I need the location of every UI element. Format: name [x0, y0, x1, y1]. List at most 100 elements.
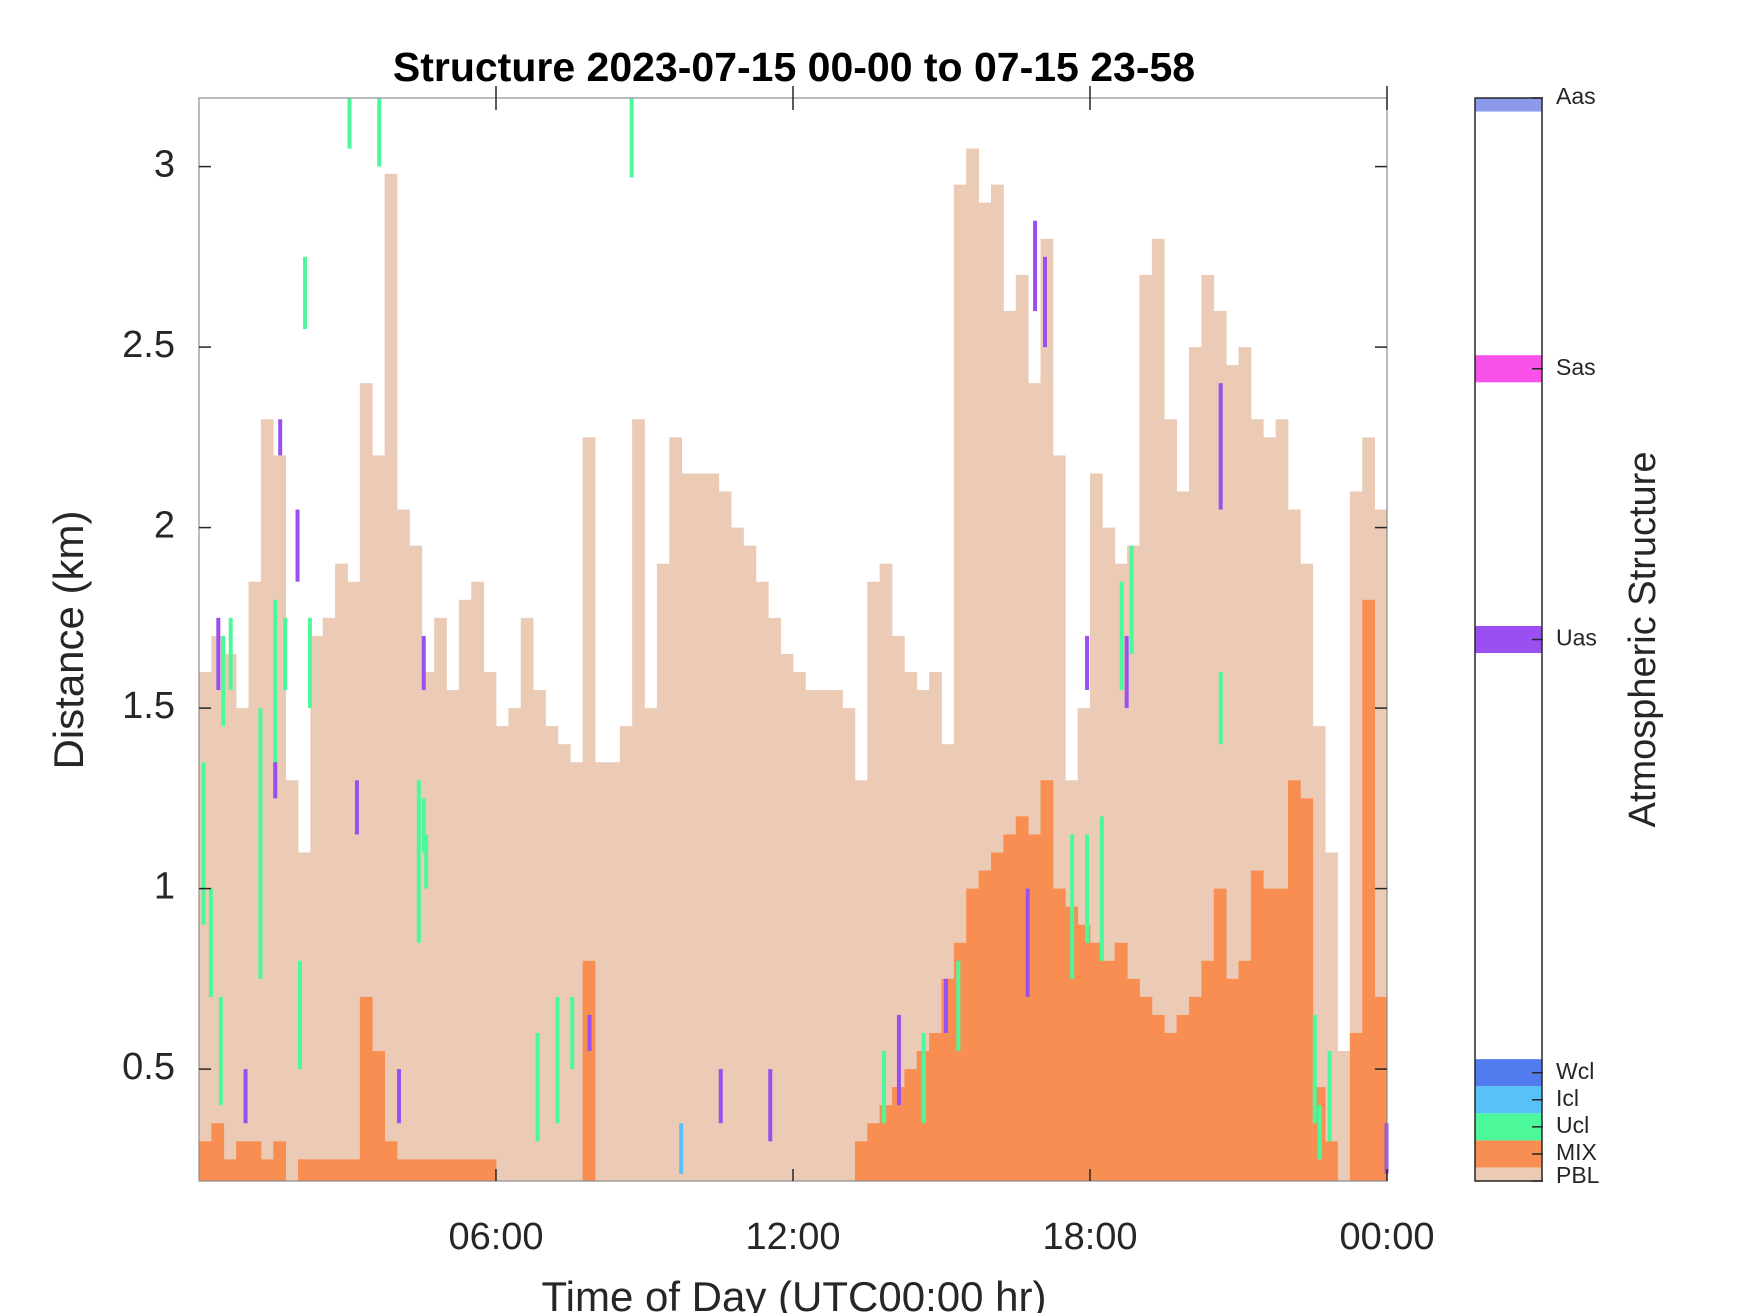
structure-segment	[587, 1014, 592, 1052]
layer-column	[483, 671, 497, 1181]
y-tick-label: 0.5	[122, 1046, 175, 1088]
structure-segment	[679, 1123, 684, 1174]
layer-column	[1139, 996, 1153, 1181]
layer-column	[236, 1141, 249, 1181]
structure-segment	[956, 960, 961, 1052]
layer-column	[211, 1123, 225, 1181]
layer-column	[1189, 996, 1202, 1181]
layer-column	[236, 708, 249, 1181]
layer-column	[421, 671, 435, 1181]
layer-column	[248, 1141, 262, 1181]
structure-segment	[768, 1069, 773, 1142]
layer-column	[1300, 798, 1314, 1181]
layer-column	[743, 545, 757, 1181]
structure-segment	[1085, 834, 1090, 943]
structure-segment	[1042, 256, 1047, 348]
layer-column	[1028, 834, 1041, 1181]
layer-column	[483, 1159, 497, 1181]
layer-column	[706, 473, 720, 1181]
structure-segment	[298, 960, 302, 1070]
layer-column	[199, 1141, 212, 1181]
structure-segment	[416, 780, 421, 943]
structure-segment	[347, 98, 352, 149]
y-tick-label: 3	[154, 144, 175, 186]
structure-segment	[1070, 834, 1075, 979]
layer-column	[1226, 978, 1239, 1181]
structure-segment	[629, 98, 634, 178]
layer-column	[1362, 599, 1376, 1181]
layer-column	[409, 1159, 423, 1181]
layer-column	[421, 1159, 435, 1181]
layer-column	[322, 1159, 336, 1181]
layer-column	[372, 455, 386, 1181]
colorbar-label: Sas	[1556, 354, 1596, 380]
layer-column	[1288, 780, 1301, 1181]
layer-column	[582, 960, 596, 1181]
chart-title: Structure 2023-07-15 00-00 to 07-15 23-5…	[393, 44, 1195, 90]
structure-segment	[354, 780, 359, 835]
structure-segment	[1033, 220, 1038, 311]
structure-segment	[1327, 1051, 1332, 1142]
layer-column	[755, 581, 769, 1181]
colorbar-label: Icl	[1556, 1085, 1579, 1111]
layer-column	[223, 1159, 237, 1181]
layer-column	[520, 617, 534, 1181]
layer-column	[681, 473, 695, 1181]
structure-segment	[882, 1051, 887, 1124]
layer-column	[1349, 1032, 1363, 1181]
x-tick-label: 00:00	[1339, 1216, 1434, 1258]
layer-column	[644, 708, 658, 1181]
layer-column	[335, 1159, 348, 1181]
layer-column	[446, 690, 460, 1181]
layer-column	[830, 690, 843, 1181]
layer-column	[1349, 491, 1363, 1181]
layer-column	[718, 491, 732, 1181]
layer-column	[1275, 888, 1289, 1181]
layer-column	[966, 888, 980, 1181]
layer-column	[434, 617, 447, 1181]
layer-column	[854, 1141, 868, 1181]
layer-column	[768, 617, 782, 1181]
colorbar-band	[1475, 98, 1542, 112]
structure-segment	[218, 996, 223, 1106]
layer-column	[397, 1159, 410, 1181]
layer-column	[1189, 347, 1202, 1182]
y-axis-label: Distance (km)	[45, 510, 92, 769]
layer-column	[867, 1123, 881, 1181]
layer-column	[1015, 816, 1029, 1181]
structure-segment	[1124, 635, 1129, 709]
x-tick-label: 12:00	[745, 1216, 840, 1258]
layer-column	[1065, 906, 1079, 1181]
y-tick-label: 1	[154, 866, 175, 908]
layer-column	[384, 173, 398, 1181]
layer-column	[409, 545, 423, 1181]
layer-column	[260, 419, 274, 1181]
layer-column	[817, 690, 831, 1181]
layer-column	[1052, 888, 1066, 1181]
layer-column	[458, 599, 472, 1181]
structure-segment	[208, 888, 213, 997]
layer-column	[656, 563, 670, 1181]
layer-column	[322, 617, 336, 1181]
structure-segment	[216, 617, 221, 691]
layer-column	[347, 1159, 361, 1181]
structure-segment	[258, 708, 263, 979]
layer-column	[298, 852, 311, 1181]
colorbar-band	[1475, 1140, 1542, 1168]
layer-column	[1077, 924, 1091, 1181]
layer-column	[1139, 274, 1153, 1181]
layer-column	[359, 996, 373, 1181]
layer-column	[731, 527, 744, 1181]
layer-column	[694, 473, 707, 1181]
layer-column	[508, 708, 522, 1181]
colorbar-title: Atmospheric Structure	[1622, 452, 1664, 828]
layer-column	[595, 762, 608, 1181]
layer-column	[273, 455, 287, 1181]
structure-segment	[283, 617, 288, 691]
layer-column	[496, 726, 509, 1181]
layer-column	[372, 1051, 386, 1181]
x-tick-label: 18:00	[1042, 1216, 1137, 1258]
layer-column	[570, 762, 584, 1181]
layer-column	[1263, 888, 1277, 1181]
layer-column	[842, 708, 856, 1181]
